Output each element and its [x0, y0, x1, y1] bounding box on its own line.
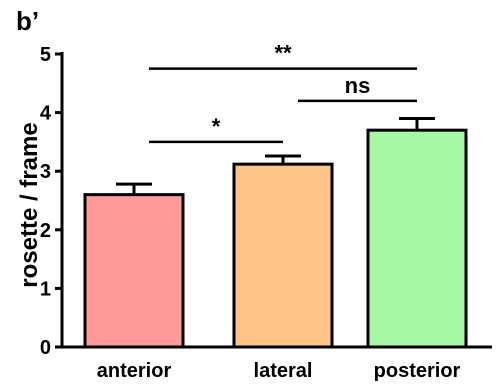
- bar-anterior: [83, 193, 185, 349]
- y-tick-label-2: 2: [40, 220, 51, 242]
- y-tick-label-0: 0: [40, 337, 51, 359]
- category-label-posterior: posterior: [374, 360, 461, 382]
- significance-label-2: **: [274, 41, 292, 66]
- category-label-anterior: anterior: [97, 360, 172, 382]
- category-labels-layer: anterior lateral posterior: [97, 360, 461, 382]
- y-tick-label-3: 3: [40, 161, 51, 183]
- significance-label-0: *: [212, 114, 221, 139]
- category-label-lateral: lateral: [254, 360, 313, 382]
- panel-label: b’: [16, 6, 39, 36]
- significance-label-1: ns: [345, 73, 371, 98]
- axes-layer: 0 1 2 3 4 5: [40, 44, 492, 359]
- bar-lateral: [232, 162, 334, 349]
- bar-posterior: [366, 128, 468, 349]
- y-tick-label-5: 5: [40, 44, 51, 66]
- y-tick-label-1: 1: [40, 278, 51, 300]
- y-axis-title: rosette / frame: [16, 122, 43, 287]
- y-tick-label-4: 4: [40, 103, 52, 125]
- significance-layer: * ns **: [149, 41, 417, 144]
- bars-layer: [83, 128, 468, 349]
- error-bars-layer: [116, 116, 435, 195]
